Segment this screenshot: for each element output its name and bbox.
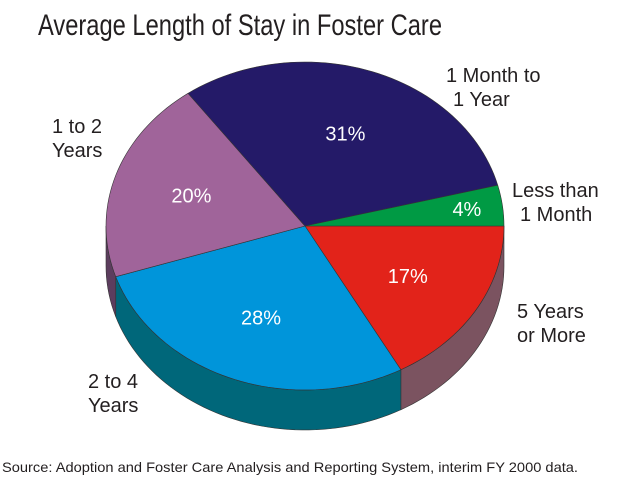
slice-value-label: 17% (388, 266, 428, 288)
pie-slice-3 (187, 61, 499, 227)
slice-category-line: 1 to 2 (52, 116, 102, 138)
slice-category-label: 1 Month to 1 Year (446, 65, 541, 111)
chart-title: Average Length of Stay in Foster Care (38, 9, 442, 42)
slice-value-label: 28% (241, 307, 281, 329)
slice-category-line: 2 to 4 (88, 371, 138, 393)
slice-value-label: 20% (171, 186, 211, 208)
source-note: Source: Adoption and Foster Care Analysi… (2, 459, 578, 475)
slice-category-line: Years (52, 140, 102, 162)
slice-category-label: 1 to 2 Years (52, 116, 102, 162)
slice-category-line: Less than (512, 180, 599, 202)
slice-category-line: 5 Years (517, 301, 584, 323)
slice-category-line: 1 Year (453, 89, 510, 111)
slice-category-line: or More (517, 325, 586, 347)
slice-category-line: Years (88, 395, 138, 417)
slice-value-label: 4% (452, 199, 481, 221)
pie-tops (105, 61, 505, 391)
pie-slice-4 (304, 184, 505, 227)
slice-category-label: 2 to 4 Years (88, 371, 138, 417)
pie-slice-2 (105, 92, 306, 278)
pie-slice-1 (115, 225, 402, 391)
slice-category-label: Less than 1 Month (512, 180, 599, 226)
slice-category-line: 1 Month (520, 204, 592, 226)
slice-category-label: 5 Years or More (517, 301, 586, 347)
slice-category-line: 1 Month to (446, 65, 541, 87)
pie-slice-0 (304, 225, 505, 371)
slice-value-label: 31% (325, 123, 365, 145)
